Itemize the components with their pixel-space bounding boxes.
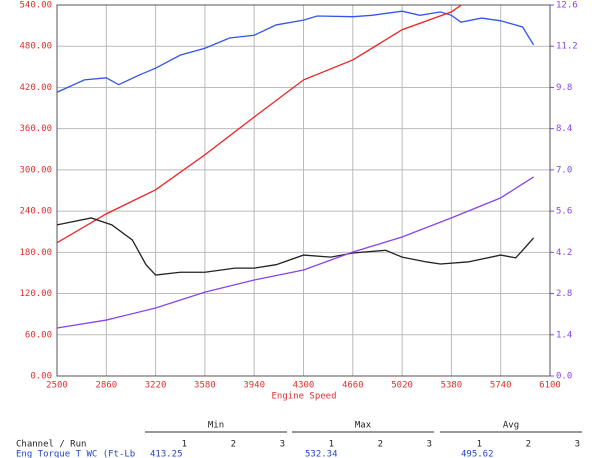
series-line	[57, 217, 535, 276]
x-tick-label: 5740	[490, 381, 512, 391]
x-tick-label: 3940	[243, 381, 265, 391]
x-tick-label: 5020	[391, 381, 413, 391]
group-header: Max	[355, 421, 372, 431]
x-tick-label: 3220	[145, 381, 167, 391]
y-tick-label: 480.00	[19, 42, 52, 52]
run-number: 1	[182, 440, 187, 450]
x-tick-label: 3580	[194, 381, 216, 391]
y2-tick-label: 2.8	[556, 289, 572, 299]
y2-tick-label: 0.0	[556, 372, 572, 382]
group-header: Avg	[503, 421, 519, 431]
x-tick-label: 4300	[293, 381, 315, 391]
run-number: 2	[378, 440, 383, 450]
y2-tick-label: 8.4	[556, 124, 572, 134]
y-tick-label: 420.00	[19, 83, 52, 93]
y2-tick-label: 4.2	[556, 248, 572, 258]
y2-tick-label: 7.0	[556, 165, 572, 175]
y2-tick-label: 12.6	[556, 1, 578, 11]
run-number: 3	[280, 440, 285, 450]
x-tick-label: 2500	[46, 381, 68, 391]
x-tick-label: 4660	[342, 381, 364, 391]
run-number: 3	[427, 440, 432, 450]
y-tick-label: 300.00	[19, 165, 52, 175]
x-tick-label: 6100	[539, 381, 561, 391]
y-tick-label: 240.00	[19, 207, 52, 217]
y-tick-label: 180.00	[19, 248, 52, 258]
x-tick-label: 5380	[441, 381, 463, 391]
plot-frame	[56, 4, 551, 377]
y-tick-label: 0.00	[30, 372, 52, 382]
run-number: 1	[329, 440, 334, 450]
run-number: 2	[231, 440, 236, 450]
y2-tick-label: 1.4	[556, 330, 572, 340]
x-tick-label: 2860	[95, 381, 117, 391]
y2-tick-label: 9.8	[556, 83, 572, 93]
stat-value: 532.34	[305, 450, 338, 458]
y-tick-label: 540.00	[19, 1, 52, 11]
channel-name: Eng Torque T WC (Ft-Lb	[16, 450, 135, 458]
y2-tick-label: 5.6	[556, 207, 572, 217]
run-number: 3	[575, 440, 580, 450]
run-number: 2	[526, 440, 531, 450]
group-header: Min	[208, 421, 224, 431]
x-axis-label: Engine Speed	[271, 392, 336, 402]
table-header: Channel / Run	[16, 440, 86, 450]
series-line	[57, 176, 534, 329]
stat-value: 495.62	[461, 450, 494, 458]
y2-tick-label: 11.2	[556, 42, 578, 52]
stat-value: 413.25	[150, 450, 183, 458]
y-tick-label: 120.00	[19, 289, 52, 299]
series-line	[57, 10, 535, 93]
y-tick-label: 60.00	[25, 330, 52, 340]
y-tick-label: 360.00	[19, 124, 52, 134]
series-line	[57, 5, 463, 244]
run-number: 1	[477, 440, 482, 450]
